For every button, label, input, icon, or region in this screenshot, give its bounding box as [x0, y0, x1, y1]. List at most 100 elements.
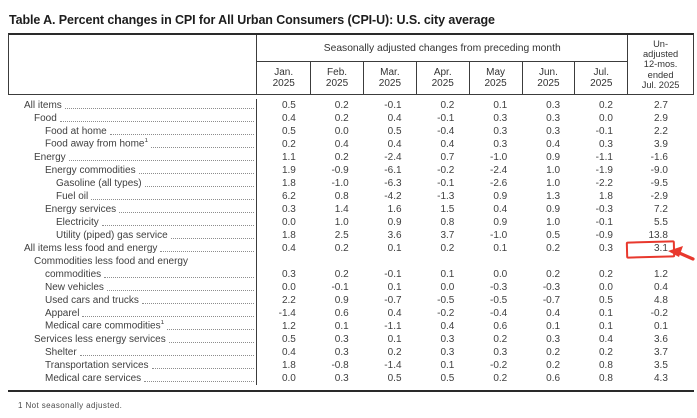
dotted-leader: [68, 160, 254, 161]
table-row: Used cars and trucks 2.2 0.9 -0.7 -0.5 -0.5 -0…: [8, 294, 694, 307]
page-title: Table A. Percent changes in CPI for All …: [9, 13, 495, 27]
cell-value: -0.4: [489, 308, 508, 319]
cell-value-12mo: 13.8: [648, 230, 668, 241]
footnote: 1 Not seasonally adjusted.: [18, 401, 123, 410]
dotted-leader: [106, 290, 254, 291]
cell-value: 0.5: [546, 230, 561, 241]
cell-value: 0.2: [281, 139, 296, 150]
row-label: Electricity: [56, 216, 99, 228]
cell-value: 0.3: [599, 139, 613, 150]
cell-value: 0.2: [334, 269, 349, 280]
row-label-cell: Medical care commodities1: [8, 320, 257, 333]
cell-value: 3.6: [387, 230, 402, 241]
row-label-cell: Transportation services: [8, 359, 257, 372]
column-header-unadjusted: Un- adjusted 12-mos. ended Jul. 2025: [627, 35, 693, 94]
cell-value: -0.1: [331, 282, 349, 293]
cell-value: 0.0: [493, 269, 508, 280]
cell-value: 0.0: [281, 217, 296, 228]
row-label: Apparel: [45, 307, 80, 319]
cell-value: 0.2: [546, 347, 561, 358]
row-label-cell: Food away from home1: [8, 138, 257, 151]
cell-value: 0.0: [440, 282, 455, 293]
cell-value: 0.9: [387, 217, 402, 228]
row-label-cell: Energy services: [8, 203, 257, 216]
cell-value: 0.0: [599, 113, 613, 124]
table-row: Energy commodities 1.9 -0.9 -6.1 -0.2 -2.4 1.0…: [8, 164, 694, 177]
table-row: Shelter 0.4 0.3 0.2 0.3 0.3 0.2 0.2 3.7: [8, 346, 694, 359]
cell-value: 0.2: [493, 373, 508, 384]
cell-value: 0.6: [334, 308, 349, 319]
cell-value: 0.8: [334, 191, 349, 202]
cell-value: -1.0: [331, 178, 349, 189]
cell-value: 0.9: [493, 191, 508, 202]
cell-value: 0.3: [493, 113, 508, 124]
cell-value: 6.2: [281, 191, 296, 202]
cell-value-12mo: -1.6: [650, 152, 668, 163]
column-header-month: Mar. 2025: [362, 62, 416, 94]
dotted-leader: [144, 186, 254, 187]
row-label: Gasoline (all types): [56, 177, 142, 189]
table-row: Food at home 0.5 0.0 0.5 -0.4 0.3 0.3 -0.1 2.2: [8, 125, 694, 138]
cell-value: -0.2: [437, 308, 455, 319]
cell-value: 1.8: [281, 230, 296, 241]
cell-value: -6.3: [384, 178, 402, 189]
cell-value: 0.3: [546, 126, 561, 137]
cell-value: -0.3: [489, 282, 508, 293]
cell-value: 0.0: [281, 373, 296, 384]
row-label: Energy: [34, 151, 66, 163]
cpi-table: Seasonally adjusted changes from precedi…: [8, 33, 694, 392]
table-row: All items 0.5 0.2 -0.1 0.2 0.1 0.3 0.2 2.7: [8, 99, 694, 112]
cell-value: 0.0: [334, 126, 349, 137]
cell-value-12mo: -9.0: [650, 165, 668, 176]
cell-value: 0.2: [599, 347, 613, 358]
cell-value: 0.3: [546, 113, 561, 124]
row-label: All items: [24, 99, 62, 111]
cell-value: 0.1: [493, 100, 508, 111]
column-header-month: Jan. 2025: [272, 66, 295, 90]
cell-value: 0.4: [281, 347, 296, 358]
cell-value: 0.5: [440, 373, 455, 384]
row-label-cell: Utility (piped) gas service: [8, 229, 257, 242]
cell-value-12mo: 2.2: [654, 126, 668, 137]
column-header-month: Jun. 2025: [521, 62, 575, 94]
cell-value: 0.2: [599, 269, 613, 280]
dotted-leader: [160, 251, 254, 252]
row-label: New vehicles: [45, 281, 104, 293]
row-label-cell: Medical care services: [8, 372, 257, 385]
cell-value-12mo: -2.9: [650, 191, 668, 202]
cell-value: -0.9: [595, 230, 613, 241]
cell-value: 0.0: [281, 282, 296, 293]
row-label: Energy commodities: [45, 164, 136, 176]
cell-value: 0.8: [599, 373, 613, 384]
dotted-leader: [168, 342, 254, 343]
row-label-cell: Used cars and trucks: [8, 294, 257, 307]
table-row: Food away from home1 0.2 0.4 0.4 0.4 0.3 0.4 0.…: [8, 138, 694, 151]
cell-value: 0.9: [493, 217, 508, 228]
cell-value-12mo: 4.8: [654, 295, 668, 306]
cell-value: 0.4: [546, 139, 561, 150]
cell-value: 0.2: [599, 100, 613, 111]
cell-value: 0.5: [281, 334, 296, 345]
cell-value-12mo: 3.9: [654, 139, 668, 150]
cell-value: 0.5: [281, 100, 296, 111]
table-row: Utility (piped) gas service 1.8 2.5 3.6 3.7 -…: [8, 229, 694, 242]
cell-value: 0.2: [334, 113, 349, 124]
cell-value: 0.1: [493, 243, 508, 254]
row-label-cell: New vehicles: [8, 281, 257, 294]
cell-value: -0.1: [437, 113, 455, 124]
cell-value: 0.4: [493, 204, 508, 215]
row-label-cell: Electricity: [8, 216, 257, 229]
arrow-tail: [675, 250, 695, 261]
row-label-cell: Apparel: [8, 307, 257, 320]
table-row: Medical care commodities1 1.2 0.1 -1.1 0.4 0.…: [8, 320, 694, 333]
cell-value: 1.9: [281, 165, 296, 176]
cell-value: 0.3: [493, 347, 508, 358]
cell-value: -2.4: [489, 165, 508, 176]
cell-value: 1.8: [281, 178, 296, 189]
dotted-leader: [138, 173, 254, 174]
cell-value: 0.3: [493, 126, 508, 137]
cell-value: 0.3: [281, 269, 296, 280]
row-label-cell: Energy commodities: [8, 164, 257, 177]
row-label-cell: Energy: [8, 151, 257, 164]
